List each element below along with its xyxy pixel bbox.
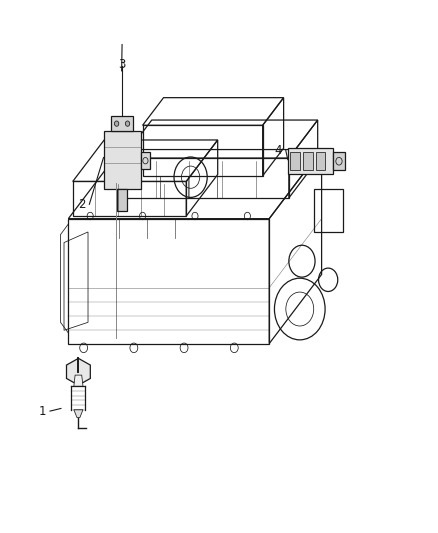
Polygon shape [67,358,90,385]
Text: 4: 4 [274,144,282,157]
Polygon shape [74,375,83,386]
Text: 1: 1 [39,405,46,417]
Bar [290,152,300,170]
Bar [303,152,313,170]
Bar [111,116,133,131]
Bar [103,131,141,189]
Polygon shape [74,410,83,417]
Text: 3: 3 [118,58,125,71]
Circle shape [125,121,130,126]
Polygon shape [333,152,345,170]
Bar [314,189,343,232]
Circle shape [114,121,119,126]
Bar [315,152,325,170]
Bar [117,189,127,211]
Bar [141,152,150,169]
Bar [288,149,333,174]
Text: 2: 2 [78,198,85,211]
